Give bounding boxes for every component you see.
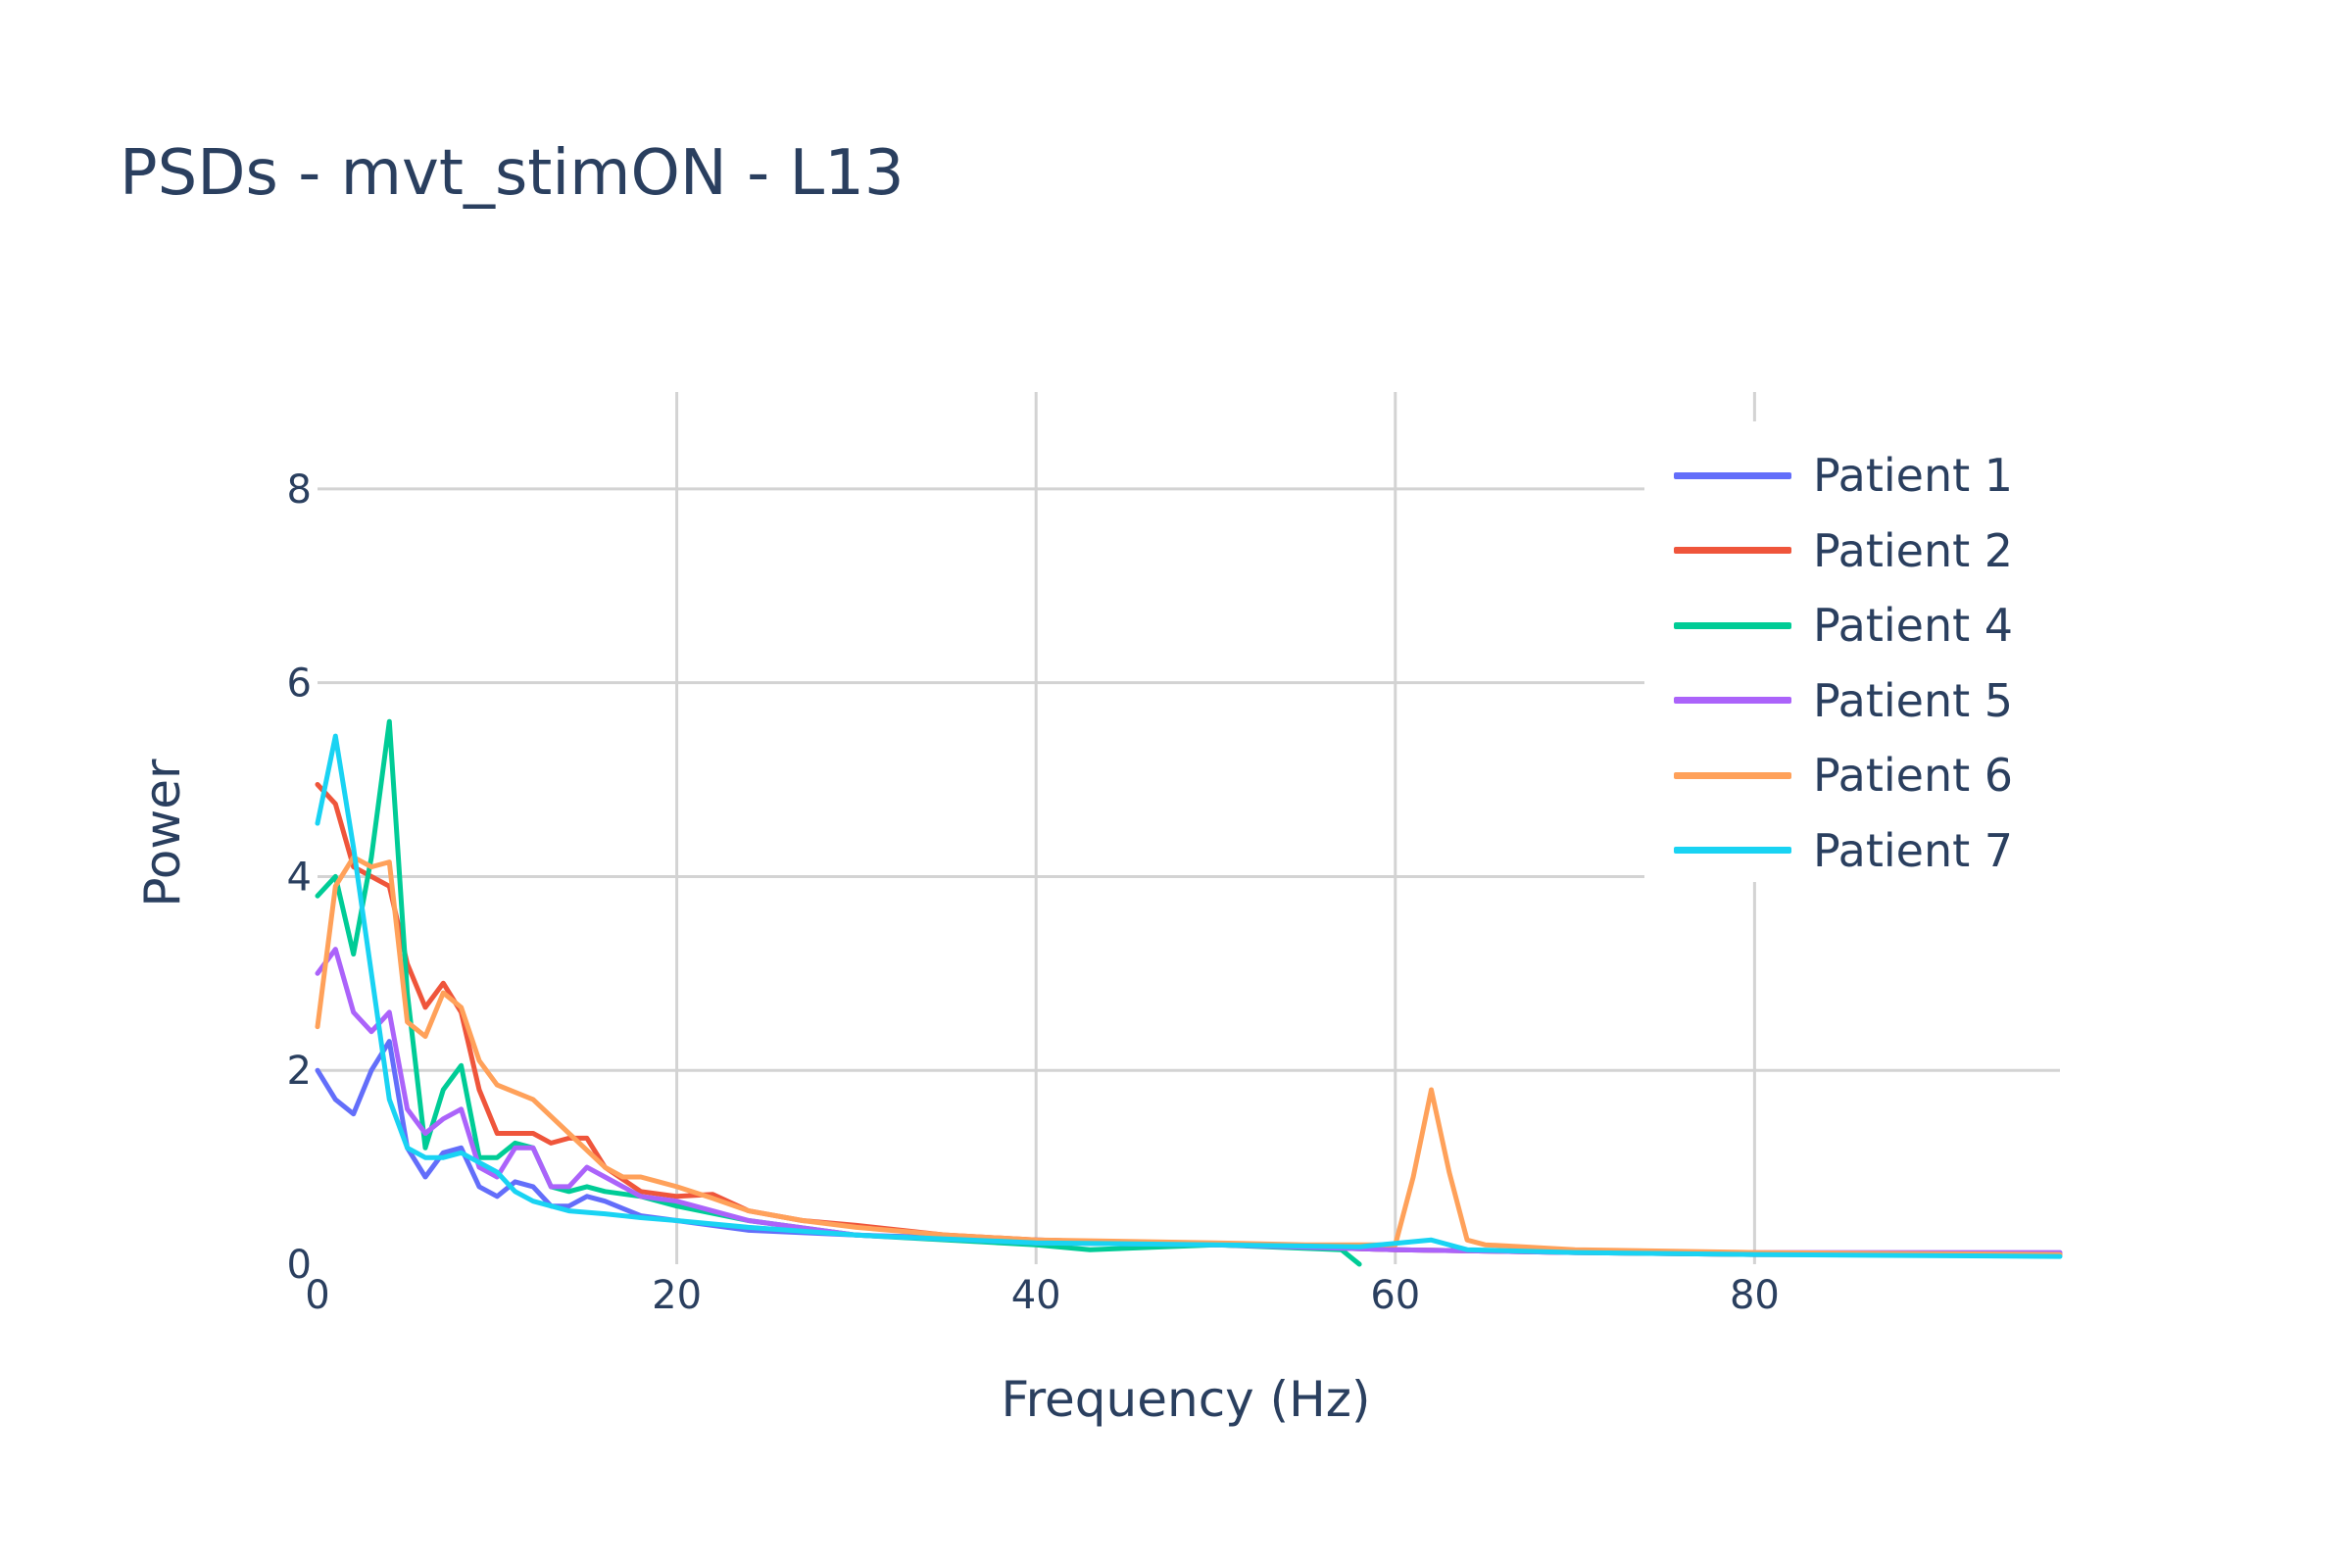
x-tick-label: 80 <box>1730 1273 1780 1318</box>
legend-swatch <box>1674 847 1791 854</box>
legend-label: Patient 6 <box>1813 749 2014 802</box>
legend-swatch <box>1674 697 1791 704</box>
legend-item[interactable]: Patient 6 <box>1674 746 2013 805</box>
series-line-4 <box>315 947 2063 1255</box>
x-axis-label: Frequency (Hz) <box>1001 1371 1370 1428</box>
legend-item[interactable]: Patient 4 <box>1674 596 2013 655</box>
legend-label: Patient 2 <box>1813 523 2014 577</box>
legend-label: Patient 4 <box>1813 599 2014 652</box>
chart-title: PSDs - mvt_stimON - L13 <box>120 137 905 210</box>
legend-item[interactable]: Patient 5 <box>1674 671 2013 730</box>
series-line-5 <box>315 855 2063 1257</box>
y-tick-label: 8 <box>287 467 312 513</box>
legend-swatch <box>1674 771 1791 779</box>
legend-label: Patient 5 <box>1813 673 2014 727</box>
legend-item[interactable]: Patient 2 <box>1674 521 2013 580</box>
legend-label: Patient 7 <box>1813 823 2014 877</box>
legend-item[interactable]: Patient 1 <box>1674 446 2013 505</box>
series-line-1 <box>315 1039 2063 1257</box>
legend-label: Patient 1 <box>1813 449 2014 502</box>
x-tick-label: 40 <box>1011 1273 1061 1318</box>
y-tick-label: 4 <box>287 855 312 900</box>
legend-swatch <box>1674 471 1791 479</box>
y-tick-label: 6 <box>287 662 312 707</box>
legend-swatch <box>1674 621 1791 629</box>
series-lines <box>315 718 2063 1267</box>
tick-labels: 0 20 40 60 80 0 2 4 6 8 <box>287 467 1780 1318</box>
y-axis-label: Power <box>134 759 191 907</box>
series-line-6 <box>315 733 2063 1259</box>
y-tick-label: 2 <box>287 1049 312 1094</box>
legend-item[interactable]: Patient 7 <box>1674 821 2013 880</box>
x-tick-label: 20 <box>652 1273 702 1318</box>
legend-swatch <box>1674 547 1791 554</box>
x-tick-label: 0 <box>305 1273 329 1318</box>
series-line-3 <box>315 718 1362 1267</box>
y-tick-label: 0 <box>287 1243 312 1288</box>
legend: Patient 1 Patient 2 Patient 4 Patient 5 Pati… <box>1644 421 2061 882</box>
x-tick-label: 60 <box>1370 1273 1420 1318</box>
